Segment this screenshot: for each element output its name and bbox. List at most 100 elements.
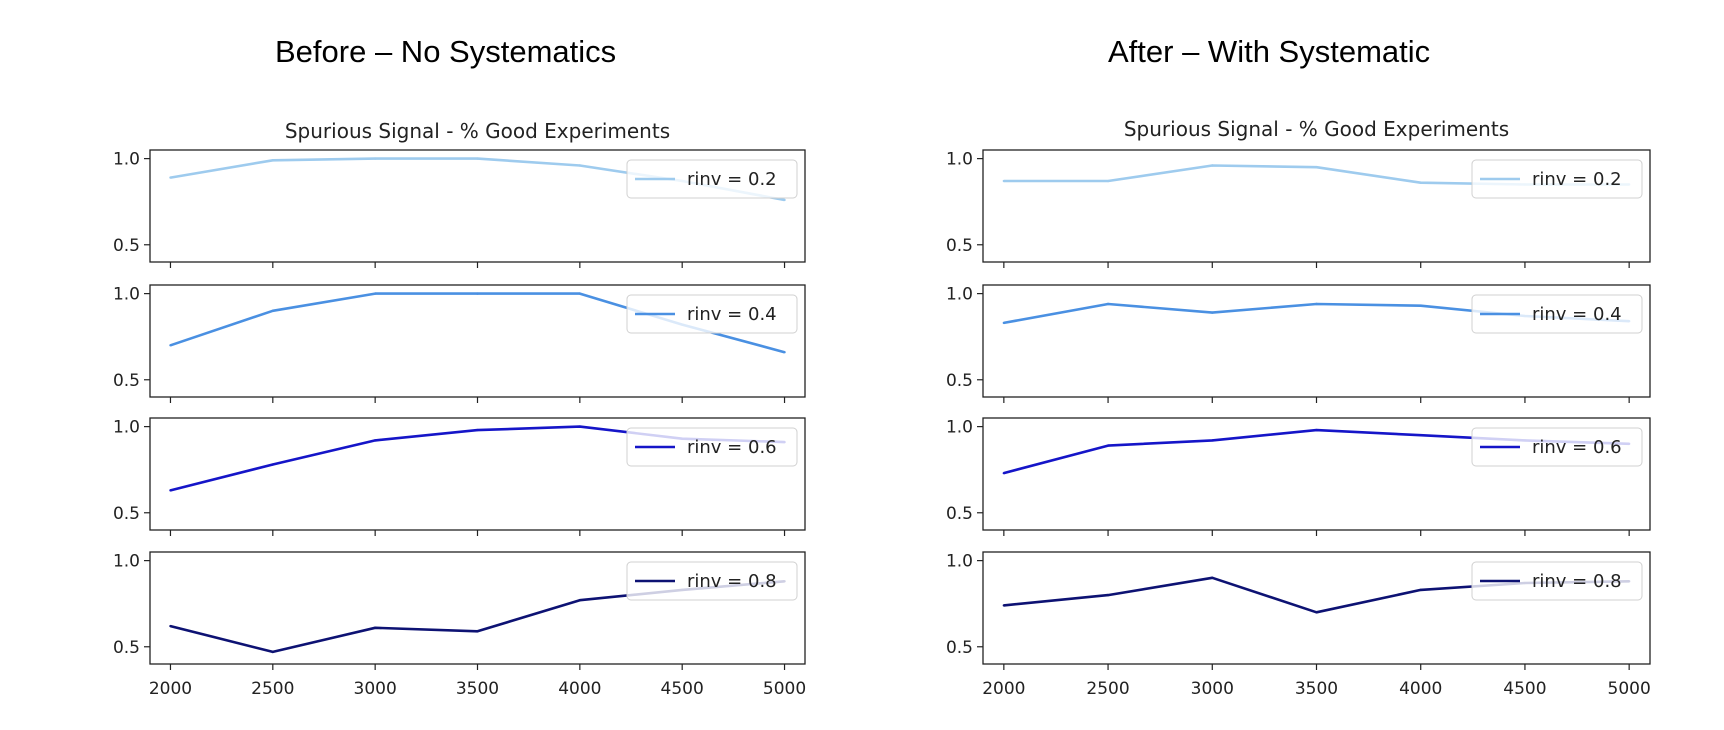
legend-box	[1471, 294, 1643, 334]
data-point	[169, 344, 172, 347]
x-tick-label: 4500	[1503, 679, 1546, 699]
legend: rinv = 0.6	[1471, 427, 1643, 467]
x-tick-label: 2000	[982, 679, 1025, 699]
y-tick-label: 1.0	[946, 552, 973, 572]
data-point	[578, 425, 582, 428]
legend: rinv = 0.2	[1471, 159, 1643, 199]
data-point	[476, 630, 479, 633]
legend-box	[1471, 159, 1643, 199]
data-point	[271, 159, 275, 162]
x-tick-label: 2000	[149, 679, 192, 699]
data-point	[373, 439, 377, 442]
data-point	[1419, 588, 1422, 592]
legend: rinv = 0.4	[1471, 294, 1643, 334]
data-point	[1419, 304, 1422, 307]
x-tick-label: 4500	[661, 679, 704, 699]
legend: rinv = 0.4	[626, 294, 798, 334]
y-tick-label: 1.0	[113, 418, 140, 438]
y-tick-label: 0.5	[113, 236, 140, 256]
data-point	[1106, 179, 1110, 183]
legend-box	[1471, 427, 1643, 467]
y-tick-label: 1.0	[113, 150, 140, 170]
data-point	[1106, 444, 1110, 447]
data-point	[1106, 302, 1110, 306]
y-tick-label: 1.0	[946, 418, 973, 438]
y-tick-label: 0.5	[113, 638, 140, 658]
panel-after-3: 0.5 1.0 rinv = 0.6	[946, 417, 1651, 536]
data-point	[1419, 434, 1422, 437]
x-tick-label: 2500	[251, 679, 294, 699]
data-point	[476, 157, 479, 160]
x-tick-label: 5000	[763, 679, 806, 699]
x-tick-label: 3000	[354, 679, 397, 699]
x-tick-label: 5000	[1608, 679, 1651, 699]
data-point	[783, 198, 786, 202]
panel-before-1: 0.5 1.0 rinv = 0.2	[113, 149, 806, 268]
data-point	[373, 157, 377, 160]
y-tick-label: 0.5	[946, 236, 973, 256]
chart-title-after: Spurious Signal - % Good Experiments	[1124, 117, 1509, 141]
y-tick-label: 0.5	[113, 371, 140, 391]
data-point	[1002, 471, 1006, 475]
legend-box	[1471, 561, 1643, 601]
panel-before-4: 0.5 1.0 2000 2500 3000 3500 4000 4500 5000 rinv =…	[113, 551, 806, 699]
y-tick-label: 1.0	[113, 552, 140, 572]
data-point	[476, 292, 479, 295]
data-point	[373, 292, 377, 295]
y-tick-label: 0.5	[113, 504, 140, 524]
legend-label: rinv = 0.2	[1532, 169, 1622, 190]
data-point	[1315, 428, 1318, 432]
panel-after-2: 0.5 1.0 rinv = 0.4	[946, 284, 1651, 403]
legend-label: rinv = 0.4	[687, 304, 777, 325]
data-point	[271, 309, 275, 313]
x-tick-label: 3500	[1295, 679, 1338, 699]
data-point	[476, 428, 479, 432]
legend-box	[626, 427, 798, 467]
data-point	[1002, 179, 1006, 183]
x-tick-label: 4000	[1399, 679, 1442, 699]
data-point	[1211, 311, 1214, 314]
panel-before-2: 0.5 1.0 rinv = 0.4	[113, 284, 806, 403]
data-point	[1002, 321, 1006, 325]
x-tick-label: 2500	[1086, 679, 1129, 699]
y-tick-label: 0.5	[946, 371, 973, 391]
y-tick-label: 1.0	[946, 285, 973, 305]
data-point	[1211, 164, 1214, 167]
data-point	[1315, 611, 1318, 614]
legend-box	[626, 294, 798, 334]
data-point	[271, 463, 275, 466]
data-point	[169, 489, 172, 492]
data-point	[1002, 604, 1006, 607]
legend: rinv = 0.2	[626, 159, 798, 199]
legend-label: rinv = 0.2	[687, 169, 777, 190]
legend-label: rinv = 0.8	[687, 571, 777, 592]
legend-box	[626, 561, 798, 601]
data-point	[1419, 181, 1422, 184]
data-point	[578, 599, 582, 602]
data-point	[169, 176, 172, 179]
y-tick-label: 0.5	[946, 504, 973, 524]
data-point	[373, 626, 377, 630]
panel-after-4: 0.5 1.0 2000 2500 3000 3500 4000 4500 5000 rinv =…	[946, 551, 1651, 699]
right-figure-title: After – With Systematic	[1108, 34, 1431, 69]
legend: rinv = 0.8	[626, 561, 798, 601]
data-point	[578, 292, 582, 295]
data-point	[783, 351, 786, 354]
legend-box	[626, 159, 798, 199]
legend: rinv = 0.6	[626, 427, 798, 467]
data-point	[1315, 166, 1318, 169]
data-point	[271, 650, 275, 654]
data-point	[1315, 302, 1318, 306]
data-point	[578, 164, 582, 167]
data-point	[1211, 439, 1214, 442]
panel-before-3: 0.5 1.0 rinv = 0.6	[113, 417, 806, 536]
y-tick-label: 1.0	[946, 150, 973, 170]
data-point	[169, 624, 172, 628]
data-point	[1106, 593, 1110, 597]
panel-after-1: 0.5 1.0 rinv = 0.2	[946, 149, 1651, 268]
legend-label: rinv = 0.6	[687, 437, 777, 458]
legend-label: rinv = 0.8	[1532, 571, 1622, 592]
data-point	[1211, 576, 1214, 580]
legend: rinv = 0.8	[1471, 561, 1643, 601]
